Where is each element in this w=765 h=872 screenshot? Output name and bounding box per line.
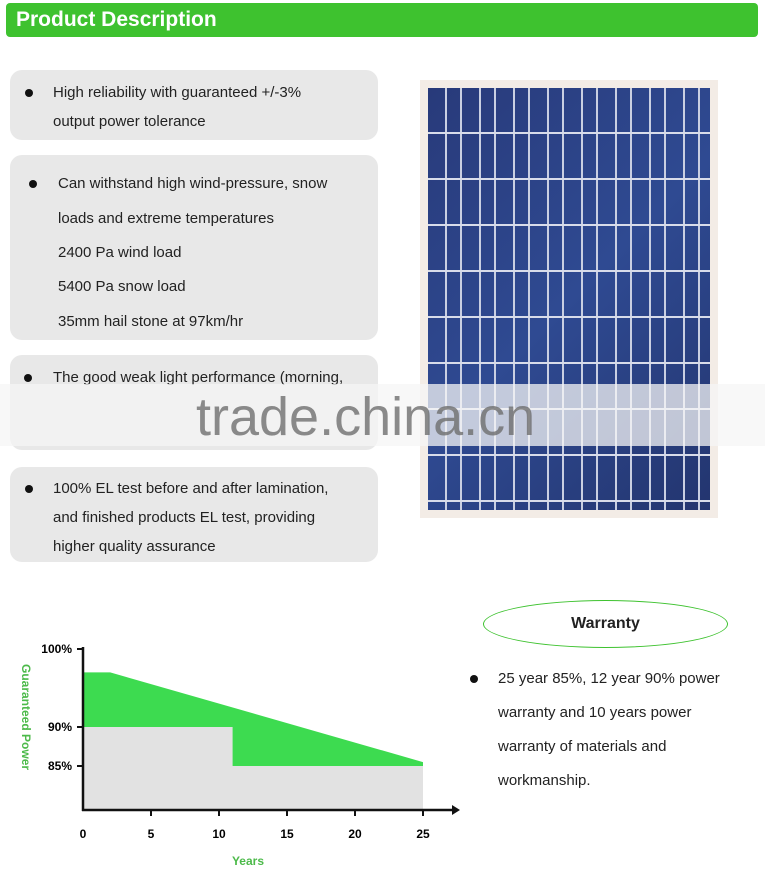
feature-text: loads and extreme temperatures: [58, 210, 274, 227]
warranty-text: warranty and 10 years power: [498, 704, 692, 721]
y-axis-label: Guaranteed Power: [19, 664, 33, 770]
bullet-icon: [25, 485, 33, 493]
section-title: Product Description: [16, 8, 217, 31]
y-tick-label: 100%: [41, 642, 72, 656]
bullet-icon: [29, 180, 37, 188]
solar-panel-image: [420, 80, 718, 518]
bullet-icon: [25, 89, 33, 97]
feature-text: 5400 Pa snow load: [58, 278, 186, 295]
y-tick-label: 85%: [48, 759, 72, 773]
watermark-band: [0, 384, 765, 446]
x-axis-label: Years: [232, 854, 264, 868]
section-header: Product Description: [6, 3, 758, 37]
bullet-icon: [470, 675, 478, 683]
bullet-icon: [24, 374, 32, 382]
watermark: trade.china.cn: [196, 387, 536, 447]
feature-text: higher quality assurance: [53, 538, 216, 555]
feature-text: High reliability with guaranteed +/-3%: [53, 84, 302, 101]
warranty-text: workmanship.: [498, 772, 591, 789]
feature-text: The good weak light performance (morning…: [53, 369, 344, 386]
x-tick-label: 5: [148, 827, 155, 841]
feature-box-el-test: 100% EL test before and after lamination…: [10, 467, 378, 562]
feature-text: 100% EL test before and after lamination…: [53, 480, 329, 497]
warranty-text: 25 year 85%, 12 year 90% power: [498, 670, 720, 687]
feature-text: 2400 Pa wind load: [58, 244, 182, 261]
feature-text: Can withstand high wind-pressure, snow: [58, 175, 328, 192]
y-tick-label: 90%: [48, 720, 72, 734]
x-axis-arrow: [452, 805, 460, 815]
x-tick-label: 10: [212, 827, 226, 841]
warranty-title: Warranty: [483, 600, 728, 648]
warranty-text: warranty of materials and: [498, 738, 667, 755]
warranty-chart: 100% 90% 85% 0 5 10 15 20 25 Years Guaranteed Powe…: [19, 642, 460, 868]
feature-text: 35mm hail stone at 97km/hr: [58, 313, 244, 330]
x-tick-label: 25: [416, 827, 430, 841]
feature-text: output power tolerance: [53, 113, 206, 130]
x-tick-label: 20: [348, 827, 362, 841]
x-tick-label: 15: [280, 827, 294, 841]
feature-box-load: Can withstand high wind-pressure, snow l…: [10, 155, 378, 340]
x-tick-label: 0: [80, 827, 87, 841]
feature-box-tolerance: High reliability with guaranteed +/-3% o…: [10, 70, 378, 140]
feature-text: and finished products EL test, providing: [53, 509, 316, 526]
series-area-1: [83, 727, 423, 810]
